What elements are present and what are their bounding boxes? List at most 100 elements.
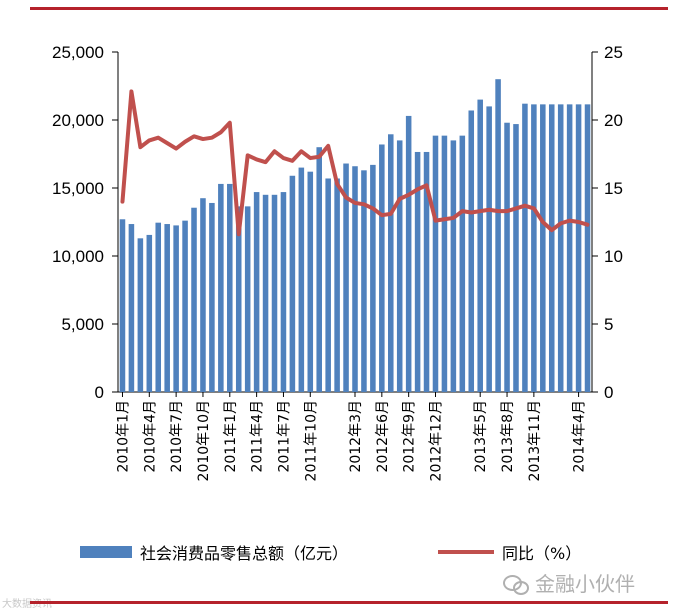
bar-2013年1月 — [441, 135, 448, 392]
left-tick-label: 0 — [95, 383, 104, 402]
bar-2012年4月 — [361, 170, 367, 392]
right-tick-label: 0 — [604, 383, 613, 402]
x-tick-label: 2011年7月 — [276, 400, 292, 473]
x-axis-ticks: 2010年1月 2010年4月 2010年7月 2010年10月 2011年1月 2011… — [115, 392, 588, 481]
bar-2011年2月 — [235, 206, 242, 392]
legend: 社会消费品零售总额（亿元） 同比（%） — [80, 540, 640, 564]
right-tick-label: 15 — [604, 179, 623, 198]
bottom-rule — [30, 601, 668, 604]
x-tick-label: 2011年4月 — [250, 400, 266, 473]
bar-2012年11月 — [423, 151, 430, 392]
x-tick-label: 2010年4月 — [142, 400, 158, 473]
bar-2011年6月 — [271, 194, 278, 392]
top-rule — [30, 7, 668, 10]
left-tick-label: 25,000 — [52, 43, 104, 62]
bar-2011年7月 — [280, 192, 287, 392]
bar-2012年1月 — [334, 178, 340, 392]
bar-2012年3月 — [352, 166, 358, 392]
bar-2013年2月 — [450, 140, 457, 392]
bar-2011年9月 — [298, 167, 305, 392]
left-tick-label: 20,000 — [52, 111, 104, 130]
x-tick-label: 2012年12月 — [428, 400, 444, 481]
bar-2014年4月 — [575, 104, 582, 393]
bar-2012年6月 — [379, 144, 385, 392]
bar-2011年3月 — [244, 206, 251, 392]
bar-2013年6月 — [486, 106, 492, 393]
legend-item-sales: 社会消费品零售总额（亿元） — [80, 540, 348, 564]
bar-2010年7月 — [173, 225, 179, 392]
left-tick-label: 10,000 — [52, 247, 104, 266]
bar-2014年3月 — [566, 104, 573, 393]
watermark: 金融小伙伴 — [503, 568, 635, 597]
x-tick-label: 2012年6月 — [375, 400, 391, 473]
x-tick-label: 2014年4月 — [572, 400, 588, 473]
bar-2010年11月 — [209, 202, 215, 392]
retail-sales-bars — [119, 79, 591, 393]
legend-label-sales: 社会消费品零售总额（亿元） — [140, 544, 349, 563]
bar-2013年11月 — [531, 104, 537, 393]
x-tick-label: 2013年11月 — [527, 400, 543, 481]
left-tick-label: 15,000 — [52, 179, 104, 198]
yoy-growth-line — [120, 89, 590, 237]
x-tick-label: 2012年3月 — [348, 400, 364, 473]
bar-2013年3月 — [459, 135, 466, 392]
bar-2010年8月 — [182, 220, 188, 392]
source-credit: 大数据资讯 — [2, 599, 52, 610]
bar-2010年6月 — [164, 224, 170, 392]
right-axis-ticks: 0 5 10 15 20 25 — [592, 43, 623, 402]
bar-2011年4月 — [253, 192, 260, 392]
bar-2013年5月 — [477, 99, 483, 392]
left-axis-ticks: 0 5,000 10,000 15,000 20,000 25,000 — [52, 43, 118, 402]
right-tick-label: 20 — [604, 111, 623, 130]
legend-line-swatch — [438, 550, 494, 554]
bar-2011年1月 — [227, 183, 233, 392]
x-tick-label: 2010年1月 — [115, 400, 131, 473]
watermark-text: 金融小伙伴 — [535, 572, 635, 596]
bar-2010年3月 — [137, 238, 144, 392]
x-tick-label: 2010年10月 — [196, 400, 212, 481]
right-tick-label: 25 — [604, 43, 623, 62]
bar-2010年9月 — [191, 207, 197, 392]
bar-2012年9月 — [405, 115, 412, 393]
wechat-icon — [503, 573, 529, 595]
bar-2013年12月 — [540, 104, 546, 393]
bar-2013年8月 — [504, 122, 510, 392]
bar-2012年10月 — [414, 151, 421, 392]
bar-2011年5月 — [262, 194, 269, 392]
bar-2011年10月 — [307, 171, 314, 392]
bar-2013年7月 — [495, 79, 501, 392]
bar-2014年1月 — [548, 104, 555, 393]
bar-2014年5月 — [584, 104, 591, 393]
x-tick-label: 2010年7月 — [169, 400, 185, 473]
bar-2010年5月 — [155, 222, 162, 392]
x-tick-label: 2013年5月 — [473, 400, 489, 473]
bar-2010年2月 — [128, 224, 135, 392]
bar-2011年8月 — [289, 175, 296, 392]
x-tick-label: 2011年10月 — [303, 400, 319, 481]
bar-2011年11月 — [316, 147, 322, 392]
bar-2010年4月 — [146, 234, 153, 392]
legend-item-yoy: 同比（%） — [438, 540, 581, 564]
bar-2013年10月 — [522, 103, 528, 393]
legend-label-yoy: 同比（%） — [502, 544, 582, 563]
left-tick-label: 5,000 — [61, 315, 104, 334]
x-tick-label: 2012年9月 — [402, 400, 418, 473]
bar-2010年10月 — [200, 198, 206, 392]
bar-2011年12月 — [325, 178, 331, 392]
bar-2012年12月 — [432, 135, 439, 392]
bar-2013年9月 — [513, 124, 519, 392]
bar-2010年1月 — [119, 219, 126, 392]
bar-2013年4月 — [468, 110, 475, 392]
x-tick-label: 2011年1月 — [223, 400, 239, 473]
bar-2010年12月 — [218, 183, 224, 392]
right-tick-label: 5 — [604, 315, 613, 334]
bar-2012年2月 — [343, 163, 349, 392]
bar-2012年8月 — [396, 140, 403, 392]
bar-2012年5月 — [370, 164, 376, 392]
right-tick-label: 10 — [604, 247, 623, 266]
bar-2014年2月 — [557, 104, 564, 393]
legend-bar-swatch — [80, 546, 132, 558]
bar-2012年7月 — [388, 134, 394, 392]
combo-chart: 0 5,000 10,000 15,000 20,000 25,000 0 5 10 15 20 2… — [52, 43, 623, 481]
x-tick-label: 2013年8月 — [500, 400, 516, 473]
